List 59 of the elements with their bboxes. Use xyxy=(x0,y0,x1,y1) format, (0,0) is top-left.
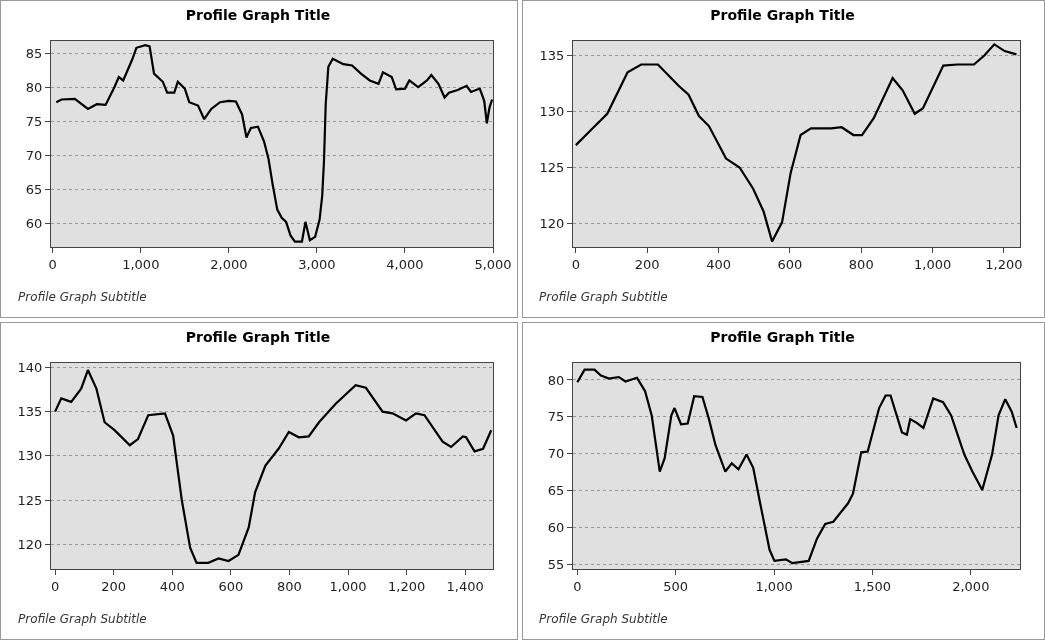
x-tick-label: 1,000 xyxy=(122,256,160,272)
y-tick-label: 130 xyxy=(17,448,43,464)
x-tick-label: 800 xyxy=(848,256,874,272)
line-series xyxy=(576,368,1018,565)
x-tick-label: 200 xyxy=(634,256,660,272)
x-tick-label: 0 xyxy=(50,578,60,594)
x-tick-label: 1,400 xyxy=(446,578,484,594)
x-tick-label: 600 xyxy=(777,256,803,272)
y-tick-label: 125 xyxy=(17,492,43,508)
x-tick-label: 600 xyxy=(218,578,244,594)
x-tick-label: 2,000 xyxy=(952,578,990,594)
text: Profile Graph Subtitle xyxy=(539,612,668,626)
y-tick-label: 60 xyxy=(25,215,43,231)
x-tick-label: 1,000 xyxy=(329,578,367,594)
y-tick-label: 55 xyxy=(547,557,565,573)
x-tick-label: 1,200 xyxy=(387,578,426,594)
line-series xyxy=(54,368,493,564)
y-tick-label: 120 xyxy=(17,536,43,552)
x-tick-label: 800 xyxy=(277,578,302,594)
x-tick-label: 1,500 xyxy=(853,578,892,594)
y-tick-label: 75 xyxy=(25,113,43,129)
x-tick-label: 2,000 xyxy=(210,256,248,272)
chart-title: Profile Graph Title xyxy=(710,7,855,24)
x-tick-label: 400 xyxy=(159,578,185,594)
chart-title: Profile Graph Title xyxy=(185,329,331,346)
y-tick-label: 120 xyxy=(539,216,565,232)
text: Profile Graph Subtitle xyxy=(18,612,147,626)
x-tick-label: 1,000 xyxy=(755,578,793,594)
y-tick-label: 80 xyxy=(25,79,43,95)
x-tick-label: 3,000 xyxy=(298,256,336,272)
line-series xyxy=(55,43,493,243)
x-tick-label: 400 xyxy=(706,256,731,272)
x-tick-label: 500 xyxy=(663,578,689,594)
y-tick-label: 140 xyxy=(17,359,43,375)
y-tick-label: 65 xyxy=(25,181,43,197)
x-tick-label: 200 xyxy=(101,578,127,594)
chart-title: Profile Graph Title xyxy=(710,329,855,346)
y-tick-label: 60 xyxy=(547,520,565,536)
y-tick-label: 65 xyxy=(547,483,565,499)
text: Profile Graph Subtitle xyxy=(18,290,147,304)
text: Profile Graph Subtitle xyxy=(539,290,668,304)
y-tick-label: 85 xyxy=(25,45,43,61)
y-tick-label: 130 xyxy=(539,104,565,120)
x-tick-label: 0 xyxy=(573,578,582,594)
y-tick-label: 75 xyxy=(547,409,565,425)
y-tick-label: 135 xyxy=(539,48,565,64)
chart-title: Profile Graph Title xyxy=(185,7,331,24)
y-tick-label: 70 xyxy=(25,147,43,163)
x-tick-label: 5,000 xyxy=(474,256,512,272)
x-tick-label: 0 xyxy=(48,256,57,272)
line-series xyxy=(574,43,1018,243)
x-tick-label: 1,200 xyxy=(985,256,1023,272)
y-tick-label: 70 xyxy=(547,446,565,462)
y-tick-label: 125 xyxy=(539,160,565,176)
x-tick-label: 4,000 xyxy=(386,256,424,272)
x-tick-label: 0 xyxy=(571,256,580,272)
y-tick-label: 135 xyxy=(17,404,43,420)
x-tick-label: 1,000 xyxy=(913,256,952,272)
y-tick-label: 80 xyxy=(547,372,565,388)
